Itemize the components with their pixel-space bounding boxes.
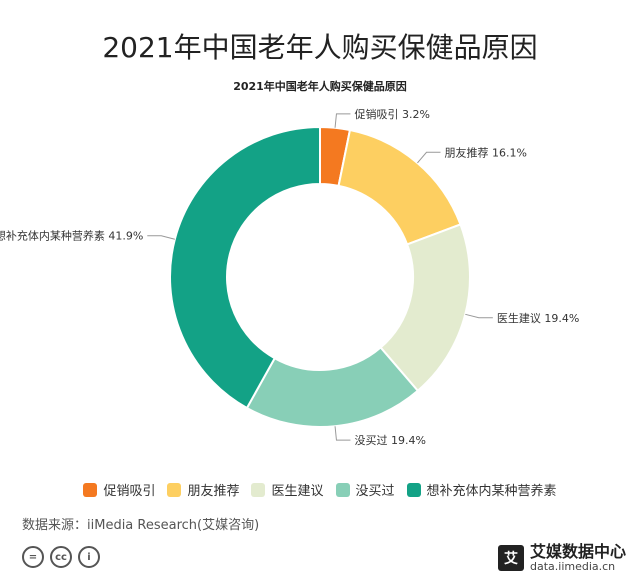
- legend-label: 医生建议: [271, 484, 324, 499]
- leader-line-4: [334, 426, 351, 441]
- attribution-icon: i: [78, 546, 100, 568]
- brand-logo: 艾 艾媒数据中心 data.iimedia.cn: [497, 542, 626, 573]
- cc-icon: cc: [50, 546, 72, 568]
- leader-line-1: [334, 113, 351, 128]
- legend-label: 没买过: [355, 484, 395, 499]
- chart-legend: 促销吸引 朋友推荐 医生建议 没买过 想补充体内某种营养素: [0, 480, 640, 499]
- legend-item-5: 想补充体内某种营养素: [406, 480, 557, 499]
- donut-chart: 促销吸引 3.2% 朋友推荐 16.1% 医生建议 19.4% 没买过 19.4% 想补…: [0, 107, 579, 447]
- legend-swatch: [406, 482, 421, 497]
- page-title: 2021年中国老年人购买保健品原因: [102, 31, 538, 64]
- legend-item-1: 促销吸引: [83, 480, 155, 499]
- license-icons: = cc i: [22, 546, 100, 568]
- donut-slice-5: [169, 125, 321, 410]
- leader-line-3: [465, 313, 493, 319]
- equals-icon: =: [22, 546, 44, 568]
- chart-title: 2021年中国老年人购买保健品原因: [233, 80, 407, 93]
- data-label-5: 想补充体内某种营养素 41.9%: [0, 229, 143, 243]
- legend-item-2: 朋友推荐: [167, 480, 239, 499]
- legend-swatch: [251, 482, 266, 497]
- brand-mark-icon: 艾: [497, 545, 524, 572]
- data-label-3: 医生建议 19.4%: [497, 311, 579, 325]
- data-source: 数据来源：iiMedia Research(艾媒咨询): [22, 518, 260, 533]
- legend-label: 朋友推荐: [187, 484, 240, 499]
- legend-item-4: 没买过: [335, 480, 395, 499]
- donut-slice-2: [337, 128, 462, 246]
- legend-item-3: 医生建议: [251, 480, 324, 499]
- leader-line-2: [417, 151, 441, 164]
- legend-swatch: [167, 482, 182, 497]
- legend-label: 想补充体内某种营养素: [426, 484, 557, 499]
- brand-url: data.iimedia.cn: [529, 559, 616, 573]
- legend-swatch: [83, 482, 98, 497]
- legend-swatch: [335, 482, 350, 497]
- brand-name: 艾媒数据中心: [529, 542, 626, 561]
- data-label-1: 促销吸引 3.2%: [354, 107, 429, 121]
- data-label-4: 没买过 19.4%: [354, 434, 425, 447]
- leader-line-5: [147, 235, 175, 240]
- chart-area: 2021年中国老年人购买保健品原因 促销吸引 3.2% 朋友推荐 16.1% 医生建…: [0, 70, 640, 470]
- data-label-2: 朋友推荐 16.1%: [445, 145, 527, 159]
- legend-label: 促销吸引: [103, 484, 156, 499]
